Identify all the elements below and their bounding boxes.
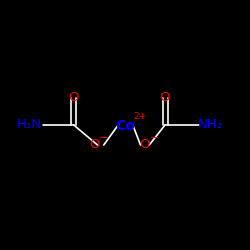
Text: O: O [89,138,100,151]
Text: Co: Co [115,119,135,133]
Text: −: − [150,132,160,142]
Text: O: O [68,91,79,104]
Text: −: − [99,132,108,142]
Text: NH₂: NH₂ [198,118,222,132]
Text: O: O [160,91,170,104]
Text: 2+: 2+ [134,112,146,121]
Text: H₂N: H₂N [16,118,41,132]
Text: O: O [140,138,150,151]
